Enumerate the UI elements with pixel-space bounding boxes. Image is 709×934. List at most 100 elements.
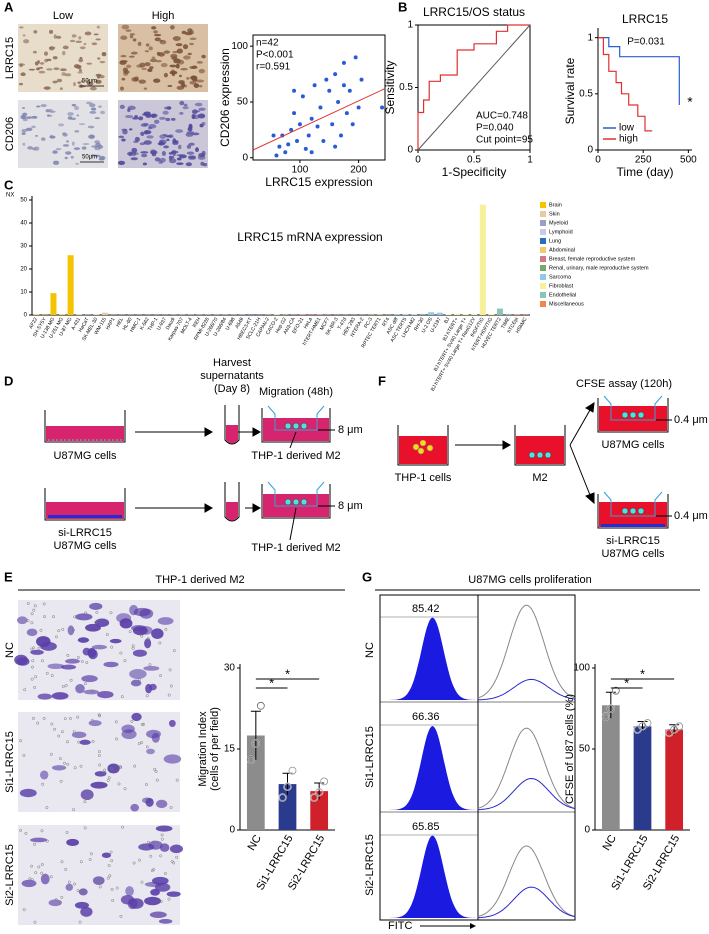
cells: [629, 411, 637, 419]
step-label: Migration (48h): [259, 386, 333, 398]
pore: [79, 890, 83, 894]
y-tick-label: 40: [20, 221, 27, 227]
cell-stain: [151, 628, 164, 639]
cell-stain: [128, 55, 135, 58]
pore: [175, 778, 179, 782]
scatter-point: [339, 133, 343, 138]
pore: [64, 867, 68, 871]
cells: [417, 447, 425, 455]
cell-stain: [120, 895, 135, 905]
pore: [50, 674, 54, 678]
cell-stain: [129, 33, 135, 36]
step-label: CFSE assay (120h): [576, 378, 672, 390]
cell-stain: [127, 105, 136, 110]
data-point: [310, 793, 319, 802]
cell-stain: [160, 62, 168, 68]
cell-stain: [149, 66, 154, 69]
pore: [133, 764, 137, 768]
scatter-point: [271, 133, 276, 138]
pore: [90, 689, 94, 693]
cell-stain: [119, 60, 128, 63]
x-tick-label: A-431: [70, 316, 82, 331]
x-tick-label: Daudi: [165, 317, 177, 331]
data-point: [643, 719, 652, 727]
cell-stain: [98, 105, 102, 108]
cell-stain: [153, 78, 161, 83]
cell-stain: [173, 58, 181, 64]
cell-stain: [191, 114, 196, 120]
x-tick-label: HAP1: [105, 316, 117, 331]
pore: [58, 757, 62, 761]
cell-stain: [132, 626, 148, 636]
cell-stain: [130, 157, 138, 161]
bar: [496, 308, 503, 315]
cell-stain: [132, 649, 147, 657]
cell-stain: [182, 106, 189, 110]
cell-stain: [131, 712, 142, 722]
legend-swatch: [540, 256, 546, 262]
step-label: supernatants: [200, 370, 264, 382]
cell-stain: [189, 37, 197, 41]
dish: [397, 425, 449, 466]
cell-stain: [60, 68, 67, 72]
cell-stain: [71, 141, 75, 146]
cells: [300, 498, 308, 506]
cells: [412, 439, 434, 455]
cell-stain: [153, 33, 162, 37]
row-label: LRRC15: [4, 37, 16, 79]
cell-stain: [49, 135, 56, 139]
cells: [536, 451, 544, 459]
medium: [46, 502, 124, 519]
scatter-point: [318, 105, 323, 110]
cell-stain: [48, 899, 62, 907]
cell-stain: [85, 623, 101, 632]
cell-stain: [40, 62, 45, 65]
row-label: Si2-LRRC15: [364, 834, 376, 896]
cell-stain: [78, 58, 84, 63]
cell-stain: [44, 51, 48, 56]
cell-stain: [199, 123, 204, 128]
cell-stain: [74, 901, 90, 909]
pore: [23, 688, 27, 692]
cell-stain: [80, 789, 94, 801]
cell-stain: [198, 68, 205, 74]
pore: [140, 741, 144, 744]
cell-stain: [197, 113, 206, 119]
bar: [601, 705, 620, 830]
cell-stain: [86, 81, 94, 86]
cell-stain: [148, 46, 153, 51]
axis-arrow-head: [470, 923, 476, 929]
pore: [106, 779, 110, 782]
pore: [96, 880, 100, 883]
panel-label: A: [4, 0, 14, 14]
dish: [44, 410, 126, 443]
cell-stain: [149, 683, 157, 691]
cell-stain: [109, 638, 122, 644]
pore: [31, 659, 35, 663]
pore: [88, 795, 92, 799]
cell-stain: [200, 161, 205, 166]
pore: [60, 895, 64, 899]
cell-stain: [90, 781, 108, 789]
cell-stain: [153, 30, 158, 34]
cell-stain: [89, 602, 103, 610]
cell-stain: [123, 71, 129, 76]
cell-stain: [61, 51, 66, 56]
pore: [98, 763, 102, 767]
cell-stain: [27, 146, 33, 150]
cell-stain: [79, 46, 86, 50]
scatter-point: [277, 144, 282, 149]
cell-stain: [99, 60, 106, 64]
pore: [73, 766, 77, 770]
cell-stain: [95, 79, 102, 84]
pore: [142, 722, 145, 726]
y-axis-label: Sensitivity: [383, 60, 397, 114]
annotation: AUC=0.748: [476, 111, 528, 122]
y-axis-label: CFSE of U87 cells (%): [564, 694, 576, 804]
cell-stain: [74, 129, 80, 133]
pore: [59, 779, 63, 783]
y-tick-label: 15: [224, 744, 236, 755]
pore-label: 0.4 μm: [674, 414, 708, 426]
cell-stain: [163, 72, 168, 78]
cells: [284, 422, 292, 430]
